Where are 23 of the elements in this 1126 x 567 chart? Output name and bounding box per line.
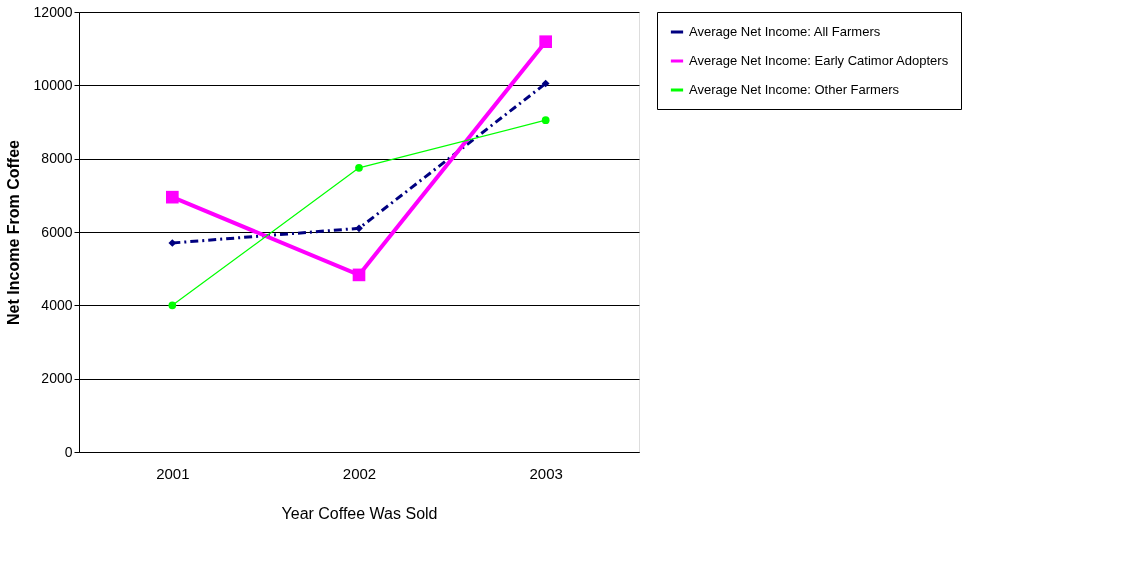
point <box>166 190 179 204</box>
y-tick-label: 4000 <box>41 296 73 313</box>
point <box>541 116 550 125</box>
point <box>352 268 366 282</box>
y-tick-label: 6000 <box>41 223 73 240</box>
x-axis-title: Year Coffee Was Sold <box>281 504 438 522</box>
y-tick-label: 2000 <box>41 370 73 387</box>
y-tick-label: 10000 <box>33 76 73 93</box>
legend-label: Average Net Income: Other Farmers <box>689 82 900 97</box>
point <box>541 79 550 88</box>
y-tick-label: 0 <box>64 443 73 460</box>
y-tick-label: 8000 <box>41 150 73 167</box>
x-tick-label: 2001 <box>156 464 190 482</box>
point <box>355 163 363 172</box>
legend-label: Average Net Income: All Farmers <box>689 24 881 39</box>
y-axis-title: Net Income From Coffee <box>4 139 22 325</box>
legend-label: Average Net Income: Early Catimor Adopters <box>689 53 949 68</box>
point <box>168 301 177 310</box>
point <box>355 224 363 233</box>
x-tick-label: 2003 <box>529 464 563 482</box>
point <box>539 35 552 49</box>
y-tick-label: 12000 <box>33 3 73 20</box>
x-tick-label: 2002 <box>342 464 377 482</box>
